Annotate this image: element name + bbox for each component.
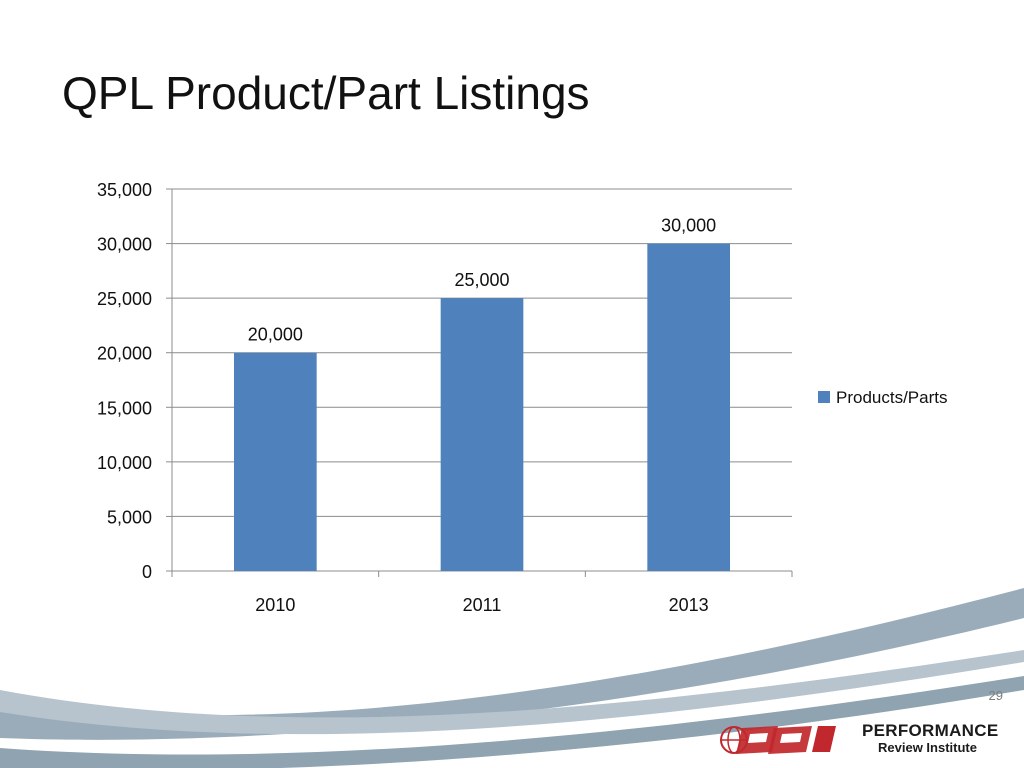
pri-globe-logo-icon	[720, 726, 836, 754]
data-label-2011: 25,000	[454, 270, 509, 290]
legend-label: Products/Parts	[836, 388, 948, 407]
swoosh-band-bottom	[0, 676, 1024, 768]
y-tick-label: 5,000	[107, 507, 152, 527]
y-tick-label: 10,000	[97, 453, 152, 473]
x-tick-label-2010: 2010	[255, 595, 295, 615]
x-tick-label-2013: 2013	[669, 595, 709, 615]
legend: Products/Parts	[818, 388, 948, 407]
data-labels: 20,000 25,000 30,000	[248, 216, 716, 345]
y-tick-label: 35,000	[97, 180, 152, 200]
y-tick-label: 0	[142, 562, 152, 582]
bars	[234, 243, 730, 572]
bar-2011	[440, 298, 524, 571]
data-label-2013: 30,000	[661, 216, 716, 236]
y-tick-label: 30,000	[97, 235, 152, 255]
x-tick-label-2011: 2011	[463, 595, 502, 615]
y-tick-label: 15,000	[97, 398, 152, 418]
logo-wordmark-line2: Review Institute	[878, 740, 977, 755]
y-tick-label: 25,000	[97, 289, 152, 309]
slide-title: QPL Product/Part Listings	[62, 67, 590, 119]
swoosh-band-inner	[0, 650, 1024, 735]
legend-swatch	[818, 391, 830, 403]
bar-2010	[234, 352, 317, 571]
y-tick-label: 20,000	[97, 344, 152, 364]
logo-wordmark-line1: PERFORMANCE	[862, 721, 999, 740]
bar-2013	[647, 243, 730, 572]
page-number: 29	[988, 688, 1003, 703]
data-label-2010: 20,000	[248, 325, 303, 345]
